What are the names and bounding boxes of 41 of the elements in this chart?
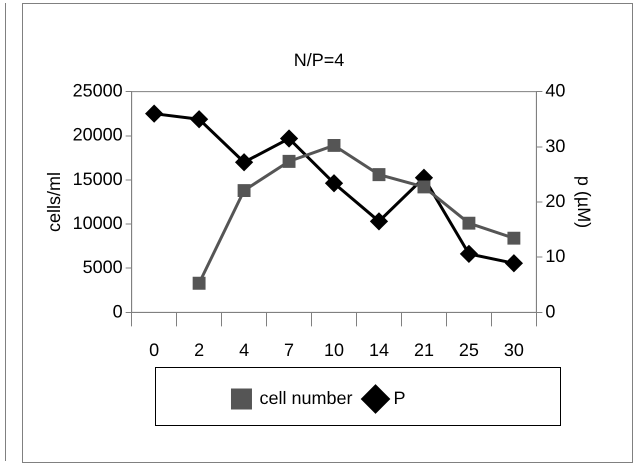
point <box>280 130 298 148</box>
point <box>190 110 208 128</box>
point <box>460 245 478 262</box>
point <box>326 174 343 192</box>
x-tick-label: 30 <box>504 340 524 360</box>
y2-axis-title: p (µM) <box>574 176 594 228</box>
point <box>236 154 253 171</box>
y-tick-label: 20000 <box>72 124 123 145</box>
x-tick-label: 10 <box>324 340 344 360</box>
point <box>328 139 340 152</box>
x-tick-label: 25 <box>458 340 479 360</box>
y2-tick-label: 20 <box>545 190 566 211</box>
point <box>370 212 388 230</box>
y-tick-label: 5000 <box>82 257 123 278</box>
y2-tick-label: 0 <box>545 301 556 322</box>
point <box>462 216 476 230</box>
y2-tick-label: 30 <box>545 136 566 156</box>
x-tick-label: 4 <box>239 340 250 360</box>
point <box>238 184 251 197</box>
y2-tick-label: 10 <box>545 246 566 266</box>
x-tick-label: 14 <box>368 340 389 360</box>
point <box>418 180 430 194</box>
x-tick-label: 7 <box>284 340 294 360</box>
legend-label: cell number <box>259 388 353 408</box>
y-tick-label: 25000 <box>72 80 123 101</box>
legend-label: P <box>394 388 406 408</box>
y-tick-label: 0 <box>112 301 123 322</box>
y2-tick-label: 40 <box>545 80 566 101</box>
point <box>507 232 520 245</box>
point <box>372 168 386 182</box>
y-axis-title: cells/ml <box>44 172 64 232</box>
point <box>146 105 163 122</box>
point <box>505 254 522 272</box>
y-tick-label: 15000 <box>72 168 123 189</box>
chart-title: N/P=4 <box>294 50 344 70</box>
point <box>282 154 296 168</box>
x-tick-label: 21 <box>414 340 434 360</box>
x-tick-label: 0 <box>149 340 160 360</box>
x-tick-label: 2 <box>194 340 204 360</box>
y-tick-label: 10000 <box>72 213 123 234</box>
point <box>192 276 206 290</box>
